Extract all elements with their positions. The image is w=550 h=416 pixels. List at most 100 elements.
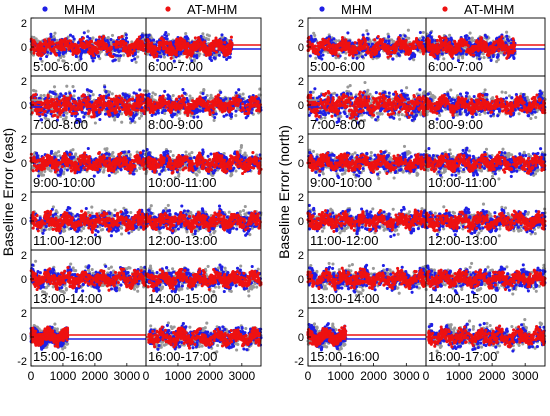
at-mhm-point <box>164 102 167 105</box>
reference-point <box>113 118 116 121</box>
mhm-point <box>123 151 126 154</box>
mhm-point <box>125 33 128 36</box>
at-mhm-point <box>96 100 99 103</box>
at-mhm-point <box>194 36 197 39</box>
at-mhm-point <box>153 45 156 48</box>
legend-label: AT-MHM <box>464 2 514 17</box>
at-mhm-point <box>118 95 121 98</box>
at-mhm-point <box>193 101 196 104</box>
reference-point <box>136 55 139 58</box>
at-mhm-point <box>96 168 99 171</box>
at-mhm-point <box>257 108 260 111</box>
at-mhm-point <box>90 115 93 118</box>
at-mhm-point <box>136 104 139 107</box>
at-mhm-point <box>198 95 201 98</box>
at-mhm-point <box>170 108 173 111</box>
mhm-point <box>199 109 202 112</box>
mhm-point <box>50 152 53 155</box>
reference-point <box>43 94 46 97</box>
at-mhm-point <box>88 105 91 108</box>
at-mhm-point <box>218 46 221 49</box>
at-mhm-point <box>175 98 178 101</box>
at-mhm-point <box>120 101 123 104</box>
at-mhm-point <box>57 47 60 50</box>
reference-point <box>129 153 132 156</box>
at-mhm-point <box>131 43 134 46</box>
reference-point <box>102 169 105 172</box>
at-mhm-point <box>68 46 71 49</box>
y-tick-label: 2 <box>21 76 27 88</box>
at-mhm-point <box>149 110 152 113</box>
mhm-point <box>97 55 100 58</box>
at-mhm-point <box>203 46 206 49</box>
mhm-point <box>114 58 117 61</box>
mhm-point <box>87 147 90 150</box>
at-mhm-point <box>44 40 47 43</box>
at-mhm-point <box>98 45 101 48</box>
reference-point <box>39 94 42 97</box>
reference-point <box>213 119 216 122</box>
at-mhm-point <box>78 100 81 103</box>
at-mhm-point <box>98 36 101 39</box>
at-mhm-point <box>98 108 101 111</box>
mhm-point <box>250 111 253 114</box>
at-mhm-point <box>129 113 132 116</box>
at-mhm-point <box>197 36 200 39</box>
at-mhm-point <box>158 104 161 107</box>
mhm-point <box>104 90 107 93</box>
reference-point <box>53 85 56 88</box>
at-mhm-point <box>130 111 133 114</box>
at-mhm-point <box>192 105 195 108</box>
at-mhm-point <box>217 42 220 45</box>
mhm-point <box>122 93 125 96</box>
at-mhm-point <box>176 104 179 107</box>
mhm-point <box>215 112 218 115</box>
at-mhm-point <box>130 45 133 48</box>
at-mhm-point <box>87 45 90 48</box>
mhm-point <box>148 93 151 96</box>
mhm-point <box>49 33 52 36</box>
mhm-point <box>90 90 93 93</box>
at-mhm-point <box>95 164 98 167</box>
mhm-point <box>235 91 238 94</box>
at-mhm-point <box>224 108 227 111</box>
at-mhm-point <box>219 101 222 104</box>
at-mhm-point <box>104 160 107 163</box>
at-mhm-point <box>184 50 187 53</box>
at-mhm-point <box>69 39 72 42</box>
at-mhm-point <box>70 162 73 165</box>
at-mhm-point <box>155 55 158 58</box>
at-mhm-point <box>250 96 253 99</box>
mhm-point <box>138 88 141 91</box>
at-mhm-point <box>121 108 124 111</box>
at-mhm-point <box>123 99 126 102</box>
at-mhm-point <box>88 159 91 162</box>
at-mhm-point <box>243 112 246 115</box>
at-mhm-point <box>247 112 250 115</box>
at-mhm-point <box>60 47 63 50</box>
at-mhm-point <box>55 98 58 101</box>
at-mhm-point <box>118 106 121 109</box>
at-mhm-point <box>228 105 231 108</box>
at-mhm-point <box>163 99 166 102</box>
reference-point <box>206 33 209 36</box>
mhm-point <box>132 172 135 175</box>
at-mhm-point <box>120 97 123 100</box>
at-mhm-point <box>73 44 76 47</box>
at-mhm-point <box>171 47 174 50</box>
at-mhm-point <box>55 42 58 45</box>
mhm-point <box>62 52 65 55</box>
at-mhm-point <box>98 151 101 154</box>
at-mhm-point <box>136 98 139 101</box>
at-mhm-point <box>99 41 102 44</box>
at-mhm-point <box>167 104 170 107</box>
at-mhm-point <box>200 41 203 44</box>
at-mhm-point <box>244 104 247 107</box>
at-mhm-point <box>93 48 96 51</box>
at-mhm-point <box>187 108 190 111</box>
at-mhm-point <box>212 49 215 52</box>
reference-point <box>94 121 97 124</box>
reference-point <box>87 30 90 33</box>
at-mhm-point <box>127 109 130 112</box>
legend: MHM AT-MHM <box>42 2 237 17</box>
